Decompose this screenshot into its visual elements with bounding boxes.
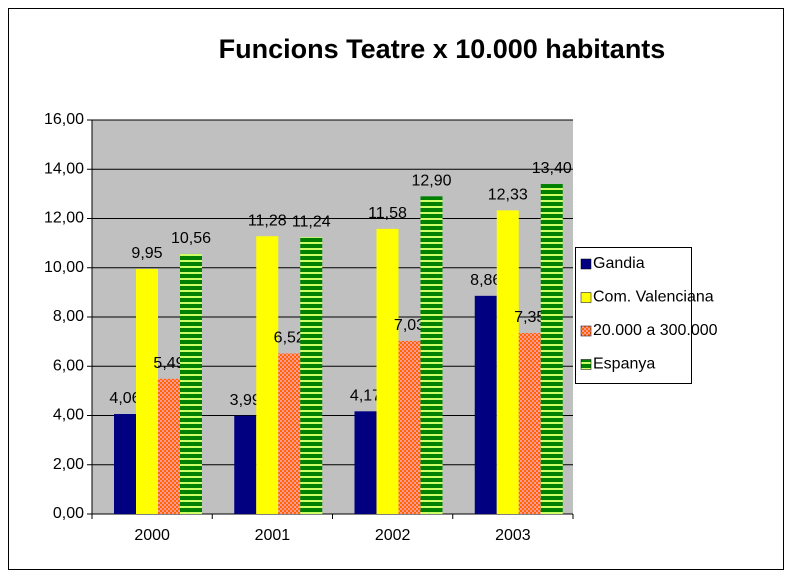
x-tick-label: 2002	[375, 527, 411, 544]
data-label: 4,17	[350, 388, 381, 405]
data-label: 7,03	[394, 317, 425, 334]
y-tick-label: 6,00	[53, 357, 84, 374]
y-tick-label: 14,00	[44, 160, 84, 177]
data-label: 6,52	[274, 330, 305, 347]
data-label: 12,90	[411, 173, 451, 190]
legend-label: Com. Valenciana	[593, 289, 714, 306]
bar	[354, 411, 377, 514]
bar	[376, 228, 399, 514]
legend-label: Espanya	[593, 356, 655, 373]
data-label: 11,28	[248, 212, 287, 229]
y-tick-label: 4,00	[53, 407, 84, 424]
y-tick-label: 12,00	[44, 210, 84, 227]
x-tick-label: 2001	[255, 527, 291, 544]
bar	[496, 210, 519, 514]
x-tick-label: 2000	[134, 527, 170, 544]
legend-label: Gandia	[593, 255, 645, 272]
bar	[278, 353, 301, 514]
data-label: 12,33	[488, 187, 528, 204]
legend-swatch	[580, 359, 592, 370]
y-tick-label: 2,00	[53, 456, 84, 473]
bar	[420, 196, 443, 514]
legend-label: 20.000 a 300.000	[593, 322, 718, 339]
x-tick-label: 2003	[495, 527, 531, 544]
bar	[136, 268, 158, 514]
data-label: 11,24	[292, 213, 331, 230]
bar	[180, 253, 202, 514]
data-label: 5,49	[153, 355, 184, 372]
y-tick-label: 8,00	[53, 308, 84, 325]
bar	[518, 333, 541, 514]
bar	[540, 184, 563, 514]
legend	[575, 247, 692, 384]
bar	[234, 415, 257, 514]
bar	[300, 237, 323, 514]
data-label: 10,56	[171, 230, 211, 247]
data-label: 7,35	[514, 309, 545, 326]
y-tick-label: 16,00	[44, 111, 84, 128]
data-label: 13,40	[532, 160, 572, 177]
legend-swatch	[580, 292, 592, 303]
data-label: 11,58	[368, 205, 407, 222]
bar	[114, 414, 136, 514]
data-label: 3,99	[230, 392, 261, 409]
data-label: 4,06	[109, 390, 140, 407]
chart-title: Funcions Teatre x 10.000 habitants	[219, 34, 666, 64]
y-tick-label: 0,00	[53, 505, 84, 522]
bar	[256, 236, 279, 515]
legend-swatch	[580, 325, 592, 337]
bar	[158, 378, 180, 514]
bar	[474, 295, 497, 514]
bar	[398, 340, 421, 514]
y-tick-label: 10,00	[44, 259, 84, 276]
data-label: 8,86	[470, 272, 501, 289]
data-label: 9,95	[131, 245, 162, 262]
legend-swatch	[580, 258, 592, 270]
